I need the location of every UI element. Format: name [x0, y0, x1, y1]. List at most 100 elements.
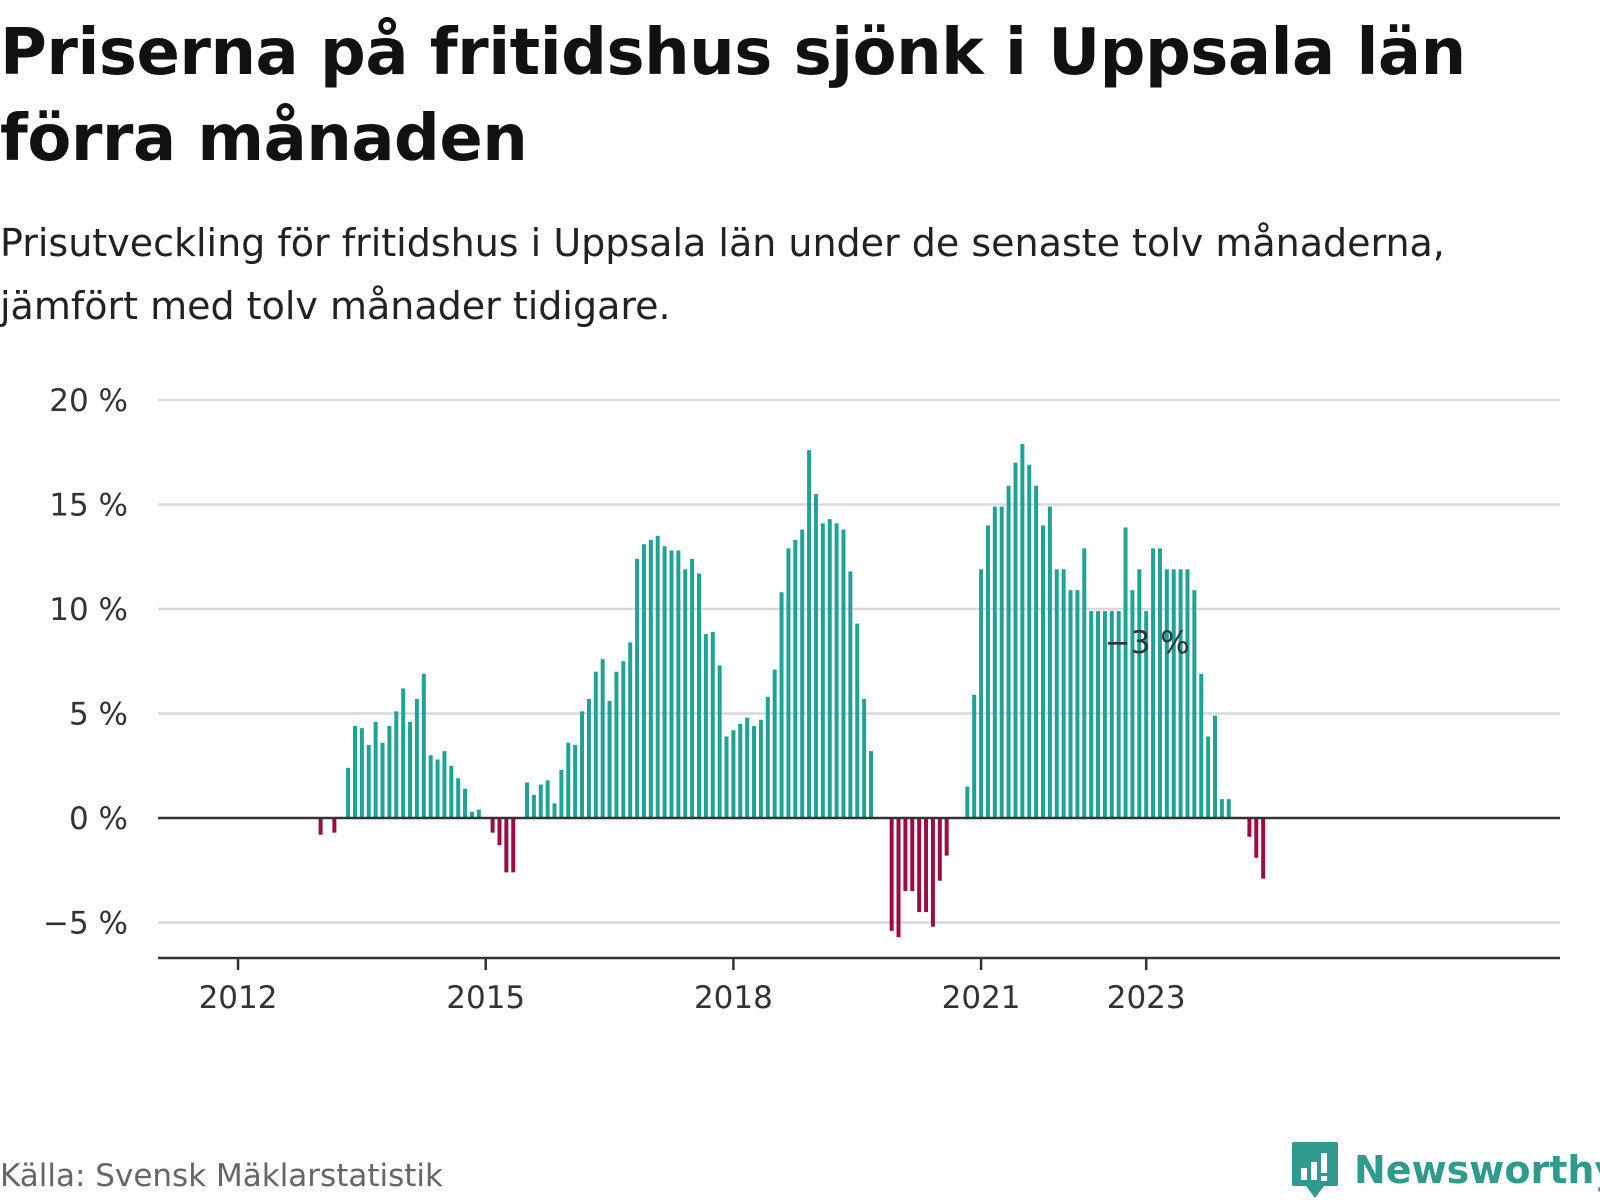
- bar: [1213, 715, 1217, 818]
- brand-name: Newsworthy: [1354, 1148, 1600, 1192]
- chart-subtitle: Prisutveckling för fritidshus i Uppsala …: [0, 221, 1445, 328]
- bar: [586, 698, 591, 818]
- bar: [580, 711, 585, 818]
- bars-layer: [318, 443, 1266, 938]
- bar: [985, 525, 990, 818]
- bar: [380, 742, 385, 818]
- bar: [1192, 590, 1197, 818]
- bar: [676, 550, 681, 818]
- bar: [807, 450, 812, 818]
- x-tick-label: 2023: [1107, 980, 1186, 1016]
- bar: [855, 623, 860, 818]
- labels-layer: −5 % 0 % 5 % 10 % 15 % 20 % 2012 2015 2018 2021 20…: [43, 383, 1190, 1016]
- bar: [435, 759, 440, 818]
- bar: [621, 661, 626, 818]
- bar: [924, 818, 929, 913]
- bar: [683, 569, 688, 818]
- bar: [1041, 525, 1045, 818]
- bar: [1123, 527, 1128, 818]
- bar: [944, 818, 949, 856]
- bar: [1261, 818, 1266, 879]
- bar: [421, 673, 426, 818]
- bar: [449, 765, 454, 818]
- y-tick-label: 20 %: [49, 383, 128, 419]
- bar: [387, 726, 392, 818]
- bar: [827, 519, 832, 818]
- bar: [1034, 485, 1039, 818]
- bar: [1151, 548, 1156, 818]
- bar: [490, 818, 495, 833]
- bar: [648, 540, 653, 818]
- bar: [552, 803, 557, 818]
- bar: [1130, 590, 1135, 818]
- x-tick-label: 2012: [199, 980, 278, 1016]
- bar: [442, 751, 447, 818]
- bar: [848, 571, 853, 818]
- bar: [635, 558, 640, 818]
- bar: [600, 659, 605, 818]
- bar: [869, 751, 873, 818]
- bar: [469, 811, 474, 818]
- bar: [538, 784, 543, 818]
- bar: [669, 550, 674, 818]
- bar: [937, 818, 942, 881]
- bar: [1144, 611, 1149, 818]
- bar: [346, 767, 351, 818]
- bar: [359, 728, 364, 818]
- bar: [511, 818, 516, 873]
- bar: [353, 726, 357, 818]
- bar: [332, 818, 337, 833]
- bar: [979, 569, 984, 818]
- bar: [1206, 736, 1211, 818]
- bar: [504, 818, 509, 873]
- bar: [1247, 818, 1252, 837]
- x-tick-label: 2021: [942, 980, 1021, 1016]
- bar: [779, 592, 784, 818]
- bar: [697, 573, 701, 818]
- bar: [1013, 462, 1018, 818]
- bar: [414, 698, 419, 818]
- bar: [813, 494, 818, 818]
- bar: [745, 717, 750, 818]
- bar: [834, 523, 839, 818]
- bar: [972, 694, 977, 818]
- bar: [1102, 611, 1107, 818]
- bar: [373, 721, 378, 818]
- bar: [1096, 611, 1101, 818]
- bar: [889, 818, 894, 931]
- x-tick-label: 2015: [446, 980, 525, 1016]
- bar: [428, 755, 433, 818]
- bar: [1116, 611, 1121, 818]
- bar: [525, 782, 529, 818]
- bar: [593, 671, 598, 818]
- bar: [566, 742, 571, 818]
- bar: [1082, 548, 1087, 818]
- chart-title: Priserna på fritidshus sjönk i Uppsala l…: [0, 16, 1466, 176]
- bar: [655, 535, 660, 818]
- bar: [793, 540, 798, 818]
- bar: [1171, 569, 1176, 818]
- bar: [820, 523, 825, 818]
- bar: [896, 818, 901, 938]
- bar: [318, 818, 323, 835]
- bar: [862, 698, 867, 818]
- bar: [758, 719, 763, 818]
- brand-logo[interactable]: Newsworthy: [1290, 1140, 1600, 1200]
- bar: [800, 529, 805, 818]
- bar: [738, 723, 743, 818]
- bar: [559, 769, 564, 818]
- bar: [463, 788, 468, 818]
- bar: [531, 795, 536, 818]
- grid-layer: [158, 398, 1560, 924]
- bar-chart: −5 % 0 % 5 % 10 % 15 % 20 % 2012 2015 2018 2021 20…: [43, 383, 1560, 1016]
- bar: [703, 634, 708, 818]
- bar: [641, 544, 646, 818]
- bar: [1027, 464, 1032, 818]
- bar: [765, 696, 770, 818]
- bar: [786, 548, 791, 818]
- bar: [1185, 569, 1190, 818]
- bar: [717, 665, 722, 818]
- bar: [930, 818, 935, 927]
- bar: [1109, 611, 1114, 818]
- bar: [366, 744, 371, 818]
